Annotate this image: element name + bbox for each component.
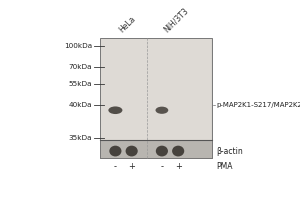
Text: 100kDa: 100kDa: [64, 43, 92, 49]
Ellipse shape: [155, 107, 168, 114]
Text: -: -: [114, 162, 117, 171]
Bar: [100, 140, 212, 158]
Text: 40kDa: 40kDa: [69, 102, 92, 108]
Bar: [100, 38, 212, 158]
Text: β-actin: β-actin: [217, 147, 243, 156]
Text: 55kDa: 55kDa: [69, 81, 92, 87]
Text: 70kDa: 70kDa: [69, 64, 92, 70]
Ellipse shape: [156, 146, 168, 156]
Ellipse shape: [172, 146, 184, 156]
Text: +: +: [175, 162, 182, 171]
Ellipse shape: [126, 146, 138, 156]
Text: -: -: [160, 162, 164, 171]
Ellipse shape: [109, 146, 122, 156]
Text: HeLa: HeLa: [117, 14, 137, 34]
Bar: [101, 39, 211, 157]
Text: 35kDa: 35kDa: [69, 135, 92, 141]
Text: p-MAP2K1-S217/MAP2K2-S221: p-MAP2K1-S217/MAP2K2-S221: [217, 102, 300, 108]
Text: NIH/3T3: NIH/3T3: [162, 6, 190, 34]
Ellipse shape: [108, 106, 122, 114]
Text: PMA: PMA: [217, 162, 233, 171]
Text: +: +: [128, 162, 135, 171]
